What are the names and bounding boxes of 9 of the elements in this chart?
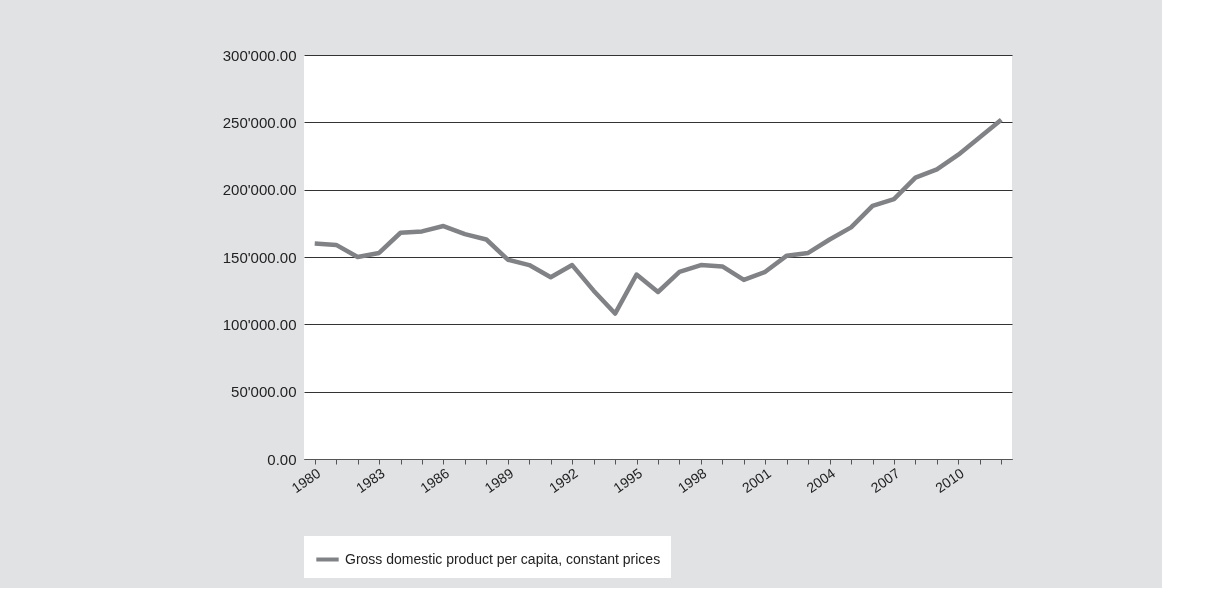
y-tick-label: 0.00 <box>267 450 297 468</box>
y-tick-label: 250'000.00 <box>222 113 297 131</box>
legend-label: Gross domestic product per capita, constant prices <box>345 550 661 567</box>
y-tick-label: 200'000.00 <box>222 181 297 199</box>
y-tick-label: 100'000.00 <box>222 315 297 333</box>
line-series <box>312 117 1004 316</box>
y-tick-label: 150'000.00 <box>222 248 297 266</box>
y-tick-label: 300'000.00 <box>222 46 297 64</box>
y-tick-label: 50'000.00 <box>231 383 297 401</box>
